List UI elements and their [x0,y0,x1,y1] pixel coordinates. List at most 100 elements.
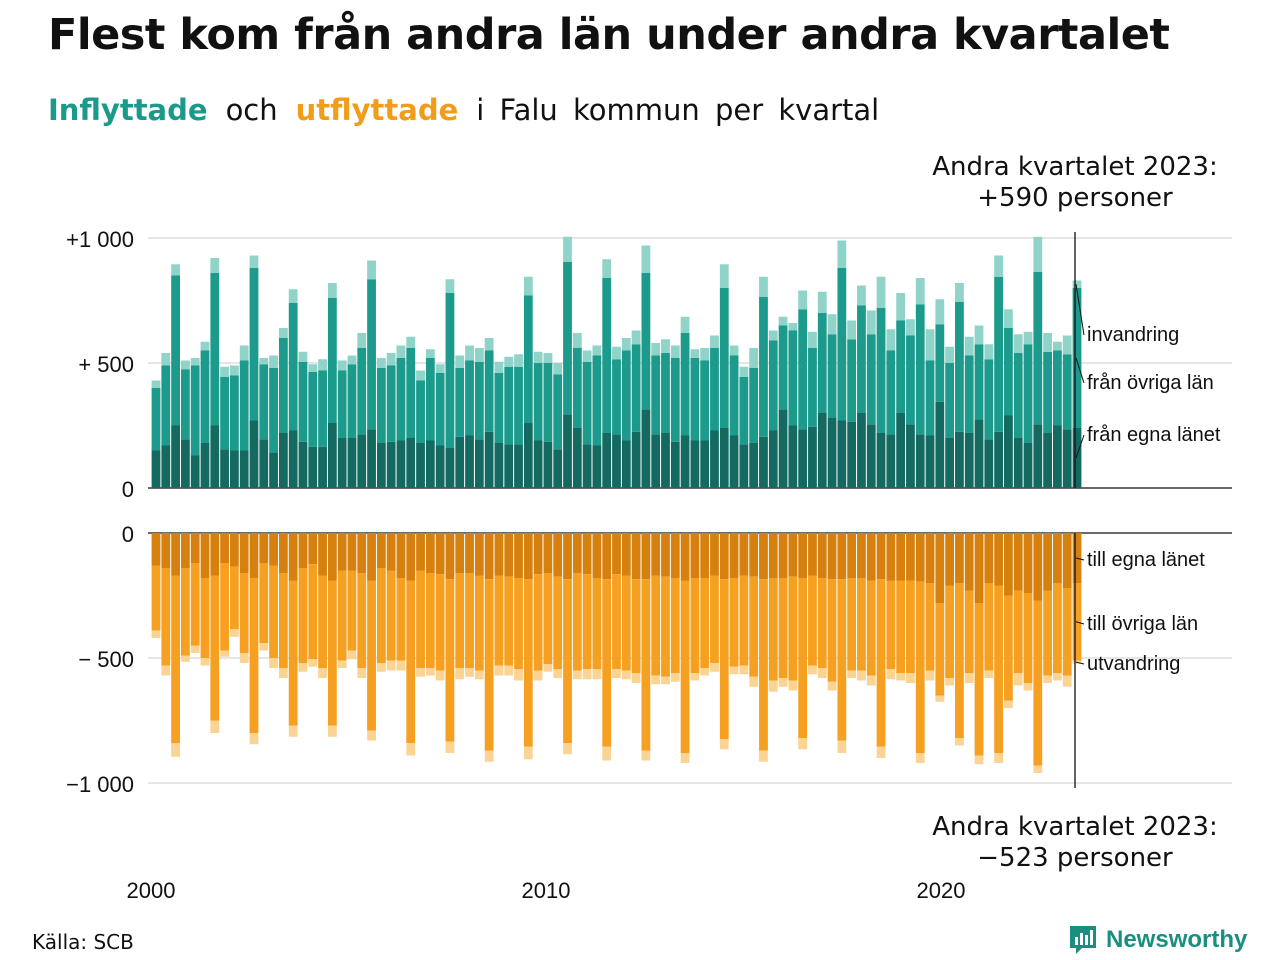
bar-out-2 [1004,700,1013,708]
bar-in-1 [171,275,180,426]
bar-in-0 [455,436,465,488]
bar-out-0 [445,533,455,580]
bar-out-2 [229,629,239,637]
bar-in-0 [572,428,582,488]
bar-in-1 [621,350,631,441]
bar-out-2 [1033,765,1043,773]
bar-in-1 [308,371,318,447]
bar-in-2 [896,293,906,321]
bar-in-2 [180,360,190,370]
series-label-out: till egna länet [1087,549,1205,571]
bar-out-0 [592,533,602,578]
bar-out-2 [543,664,553,672]
bar-in-1 [680,333,690,436]
bar-out-2 [906,673,915,683]
bar-in-2 [602,259,612,278]
bar-in-2 [690,349,700,358]
bar-in-2 [210,258,220,273]
bar-in-1 [582,361,592,445]
bar-out-1 [298,568,308,663]
bar-in-2 [827,314,837,335]
bar-out-1 [974,603,984,756]
bar-out-1 [710,575,719,663]
bar-out-0 [318,533,327,576]
bar-out-1 [504,576,514,666]
bar-out-2 [1043,675,1053,683]
bar-in-1 [190,365,200,456]
bar-in-1 [817,313,827,413]
bar-out-1 [288,580,298,726]
bar-in-0 [543,441,553,488]
bar-in-1 [788,330,798,426]
series-leader-in [1075,434,1085,459]
bar-out-0 [778,533,788,578]
bar-out-1 [1004,595,1013,701]
bar-out-0 [210,533,220,576]
bar-in-1 [543,363,553,442]
bar-out-1 [494,575,504,666]
bar-out-0 [484,533,494,580]
bar-out-1 [249,578,259,733]
bar-out-1 [670,578,680,673]
bar-out-1 [935,603,945,696]
bar-out-0 [719,533,729,580]
annotation-bottom: Andra kvartalet 2023: −523 personer [930,812,1220,874]
bar-out-2 [700,668,710,676]
bar-in-2 [1013,334,1023,353]
bar-out-2 [719,739,729,750]
bar-out-2 [386,660,396,671]
bar-out-1 [327,580,337,726]
bar-out-2 [396,660,406,671]
bar-out-0 [259,533,269,563]
chart-subtitle: Inflyttade och utflyttade i Falu kommun per… [48,93,879,127]
bar-in-1 [563,261,572,415]
bar-in-1 [553,374,563,450]
bar-out-0 [612,533,621,575]
bar-in-1 [768,340,778,431]
bar-in-2 [964,336,974,356]
bar-in-2 [239,345,249,361]
bar-out-0 [425,533,435,573]
bar-in-0 [161,445,171,488]
newsworthy-brand[interactable]: Newsworthy [1068,924,1247,956]
bar-in-0 [641,409,651,488]
bar-in-2 [543,353,553,363]
bar-in-1 [690,358,700,441]
bar-out-1 [984,583,994,671]
bar-out-0 [563,533,572,580]
bar-out-0 [886,533,896,581]
bar-in-1 [406,348,416,438]
bar-in-1 [200,350,210,443]
bar-in-1 [386,365,396,442]
bar-in-0 [690,440,700,488]
bar-out-0 [739,533,749,576]
bar-out-2 [269,658,278,668]
bar-out-0 [308,533,318,565]
bar-in-0 [474,439,484,488]
bar-in-1 [435,373,445,446]
bar-out-0 [514,533,523,578]
bar-out-2 [533,670,543,681]
bar-out-2 [974,755,984,765]
bar-in-0 [1013,438,1023,488]
bar-in-0 [925,435,935,488]
bar-out-0 [151,533,161,566]
bar-in-2 [768,330,778,341]
bar-in-0 [278,433,288,488]
bar-out-0 [220,533,229,563]
bar-in-0 [269,453,278,488]
bar-in-2 [945,346,955,363]
bar-out-2 [357,668,367,678]
bar-in-0 [984,439,994,488]
bar-in-0 [866,424,876,488]
bar-out-0 [367,533,376,581]
series-leader-out [1075,621,1085,625]
bar-in-0 [425,440,435,488]
bar-in-2 [1043,333,1053,352]
bar-in-1 [1053,350,1062,426]
bar-in-1 [357,348,367,435]
bar-in-0 [180,439,190,488]
bar-in-1 [886,350,896,435]
bar-out-1 [906,580,915,673]
bar-in-1 [749,368,759,443]
